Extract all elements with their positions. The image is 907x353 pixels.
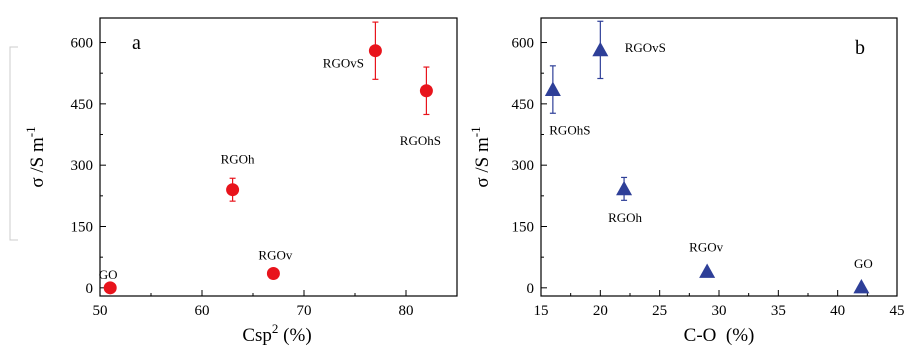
y-ticks: 0 150 300 450 600	[71, 36, 106, 297]
point-label: RGOvS	[625, 40, 666, 55]
y-axis-label: σ /S m-1	[23, 126, 48, 187]
x-axis-label: C-O (%)	[684, 325, 755, 346]
x-ticks: 15 20 25 30 35 40 45	[534, 290, 905, 319]
point-label: GO	[99, 267, 118, 282]
x-tick-label: 30	[712, 303, 727, 319]
data-point	[544, 81, 561, 96]
y-tick-label: 150	[512, 220, 535, 236]
plot-frame	[99, 17, 458, 297]
data-point	[853, 279, 870, 294]
y-ticks: 0 150 300 450 600	[512, 36, 547, 297]
x-tick-label: 40	[830, 303, 845, 319]
x-tick-label: 35	[771, 303, 786, 319]
x-tick-label: 80	[399, 303, 414, 319]
y-tick-label: 450	[512, 97, 535, 113]
data-point	[592, 41, 609, 57]
y-tick-label: 150	[71, 220, 94, 236]
data-point	[699, 263, 716, 278]
point-label: RGOh	[608, 210, 642, 225]
data-point	[616, 180, 633, 196]
data-point	[368, 44, 382, 58]
panel-label: b	[855, 37, 865, 59]
x-ticks: 50 60 70 80	[93, 290, 414, 319]
x-tick-label: 15	[534, 303, 549, 319]
y-tick-label: 0	[527, 281, 535, 297]
point-label: RGOhS	[549, 123, 590, 138]
x-axis-label: Csp2 (%)	[242, 321, 311, 346]
panel-a: 50 60 70 80 0 150 300 450 600 GO RGOh RGOv RGOvS RG…	[23, 17, 458, 346]
y-tick-label: 0	[86, 281, 94, 297]
data-marks: RGOhS RGOvS RGOh RGOv GO	[544, 20, 873, 294]
x-tick-label: 25	[652, 303, 667, 319]
data-point	[226, 183, 240, 197]
point-label: RGOv	[258, 248, 292, 263]
y-tick-label: 600	[71, 36, 94, 52]
x-tick-label: 20	[593, 303, 608, 319]
data-point	[266, 267, 280, 281]
point-label: GO	[854, 256, 873, 271]
data-point	[419, 84, 433, 98]
point-label: RGOv	[689, 239, 723, 254]
x-tick-label: 50	[93, 303, 108, 319]
panel-label: a	[132, 32, 141, 54]
x-tick-label: 70	[297, 303, 312, 319]
data-marks: GO RGOh RGOv RGOvS RGOhS	[99, 21, 441, 295]
x-tick-label: 60	[195, 303, 210, 319]
x-tick-label: 45	[890, 303, 905, 319]
edge-bracket	[9, 46, 18, 241]
point-label: RGOhS	[400, 133, 441, 148]
point-label: RGOvS	[323, 56, 364, 71]
y-tick-label: 450	[71, 97, 94, 113]
y-tick-label: 300	[71, 158, 94, 174]
y-axis-label: σ /S m-1	[468, 126, 493, 187]
y-tick-label: 300	[512, 158, 535, 174]
data-point	[103, 281, 117, 295]
point-label: RGOh	[221, 152, 255, 167]
y-tick-label: 600	[512, 36, 535, 52]
